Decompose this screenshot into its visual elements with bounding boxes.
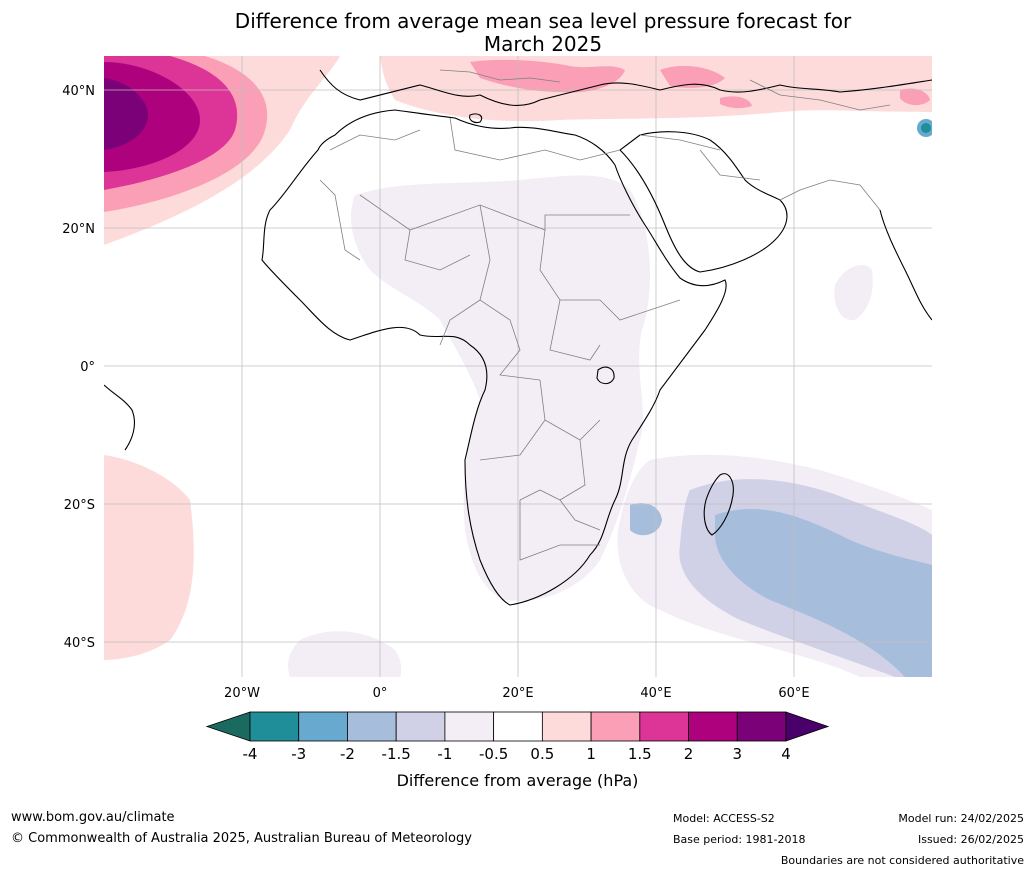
colorbar-segment: [347, 711, 397, 742]
coastline-europe: [319, 69, 932, 106]
colorbar-segment: [688, 711, 738, 742]
coastline-madagascar: [703, 473, 734, 536]
anomaly-arabian-neg0.5: [834, 265, 873, 321]
anomaly-southatlantic-neg0.5: [288, 631, 402, 677]
lat-label-40s: 40°S: [64, 636, 95, 651]
colorbar-segment: [298, 711, 348, 742]
colorbar-segment: [493, 711, 543, 742]
anomaly-high-europe-1c: [720, 96, 752, 109]
lon-label-40e: 40°E: [640, 686, 671, 701]
colorbar-tick-label: -1: [437, 745, 452, 763]
lat-label-20s: 20°S: [64, 498, 95, 513]
colorbar-tick-label: 3: [732, 745, 742, 763]
graticule: [104, 56, 932, 677]
anomaly-high-atlantic-3: [104, 78, 148, 150]
colorbar-segment: [590, 711, 641, 742]
lon-label-20e: 20°E: [502, 686, 533, 701]
anomaly-indian-neg1.5: [715, 509, 932, 677]
colorbar-segment: [639, 711, 689, 742]
coastline-india: [879, 209, 932, 321]
colorbar-tick-label: -2: [340, 745, 355, 763]
coastline-arabia: [619, 131, 788, 273]
coastline-africa: [261, 109, 727, 606]
anomaly-africa-neg0.5: [350, 175, 650, 601]
colorbar-segment: [736, 711, 787, 742]
footer-disclaimer: Boundaries are not considered authoritat…: [781, 854, 1024, 867]
footer-model-run: Model run: 24/02/2025: [898, 812, 1024, 825]
map-title: Difference from average mean sea level p…: [0, 10, 1035, 56]
footer-copyright: © Commonwealth of Australia 2025, Austra…: [11, 831, 472, 846]
lon-label-20w: 20°W: [224, 686, 260, 701]
anomaly-indian-patch: [630, 503, 662, 536]
lat-label-eq: 0°: [80, 360, 95, 375]
coastlines: [104, 69, 932, 606]
coastline-sicily: [469, 113, 483, 124]
latitude-labels: 40°N 20°N 0° 20°S 40°S: [62, 84, 95, 651]
colorbar-tick-label: -3: [291, 745, 306, 763]
footer-issued: Issued: 26/02/2025: [918, 833, 1024, 846]
colorbar-segment: [395, 711, 446, 742]
colorbar-tick-label: 1.5: [628, 745, 652, 763]
coastline-lake-victoria: [596, 366, 615, 385]
colorbar-tick-label: 1: [586, 745, 596, 763]
colorbar-tick-label: -4: [243, 745, 258, 763]
anomaly-southatlantic-0.5: [104, 455, 194, 660]
anomaly-high-asia-1: [900, 88, 930, 106]
colorbar-tick-label: 0.5: [530, 745, 554, 763]
lon-label-60e: 60°E: [778, 686, 809, 701]
footer-right: Model: ACCESS-S2 Base period: 1981-2018 …: [673, 812, 1024, 867]
lon-label-0: 0°: [373, 686, 388, 701]
colorbar-extend-high: [785, 711, 830, 742]
footer-model: Model: ACCESS-S2: [673, 812, 775, 825]
map-panel: [104, 56, 932, 677]
footer-base-period: Base period: 1981-2018: [673, 833, 805, 846]
anomaly-high-europe-1b: [660, 65, 725, 88]
colorbar-tick-label: -0.5: [479, 745, 508, 763]
coastline-south-america: [104, 384, 135, 451]
lat-label-20n: 20°N: [62, 222, 95, 237]
lat-label-40n: 40°N: [62, 84, 95, 99]
colorbar-tick-label: 4: [781, 745, 791, 763]
colorbar: [205, 711, 830, 742]
colorbar-tick-label: 2: [684, 745, 694, 763]
colorbar-segment: [249, 711, 300, 742]
anomaly-low-tibet-3: [921, 123, 931, 133]
colorbar-label: Difference from average (hPa): [396, 771, 639, 790]
colorbar-extend-low: [205, 711, 251, 742]
country-boundaries: [319, 69, 891, 561]
footer-website[interactable]: www.bom.gov.au/climate: [11, 810, 175, 825]
colorbar-ticks: -4 -3 -2 -1.5 -1 -0.5 0.5 1 1.5 2 3 4: [243, 745, 791, 763]
colorbar-tick-label: -1.5: [382, 745, 411, 763]
map-title-line2: March 2025: [483, 32, 603, 56]
map-title-line1: Difference from average mean sea level p…: [234, 9, 852, 33]
anomaly-high-europe-1: [470, 59, 625, 93]
longitude-labels: 20°W 0° 20°E 40°E 60°E: [224, 686, 810, 701]
colorbar-segment: [541, 711, 592, 742]
colorbar-segment: [444, 711, 495, 742]
